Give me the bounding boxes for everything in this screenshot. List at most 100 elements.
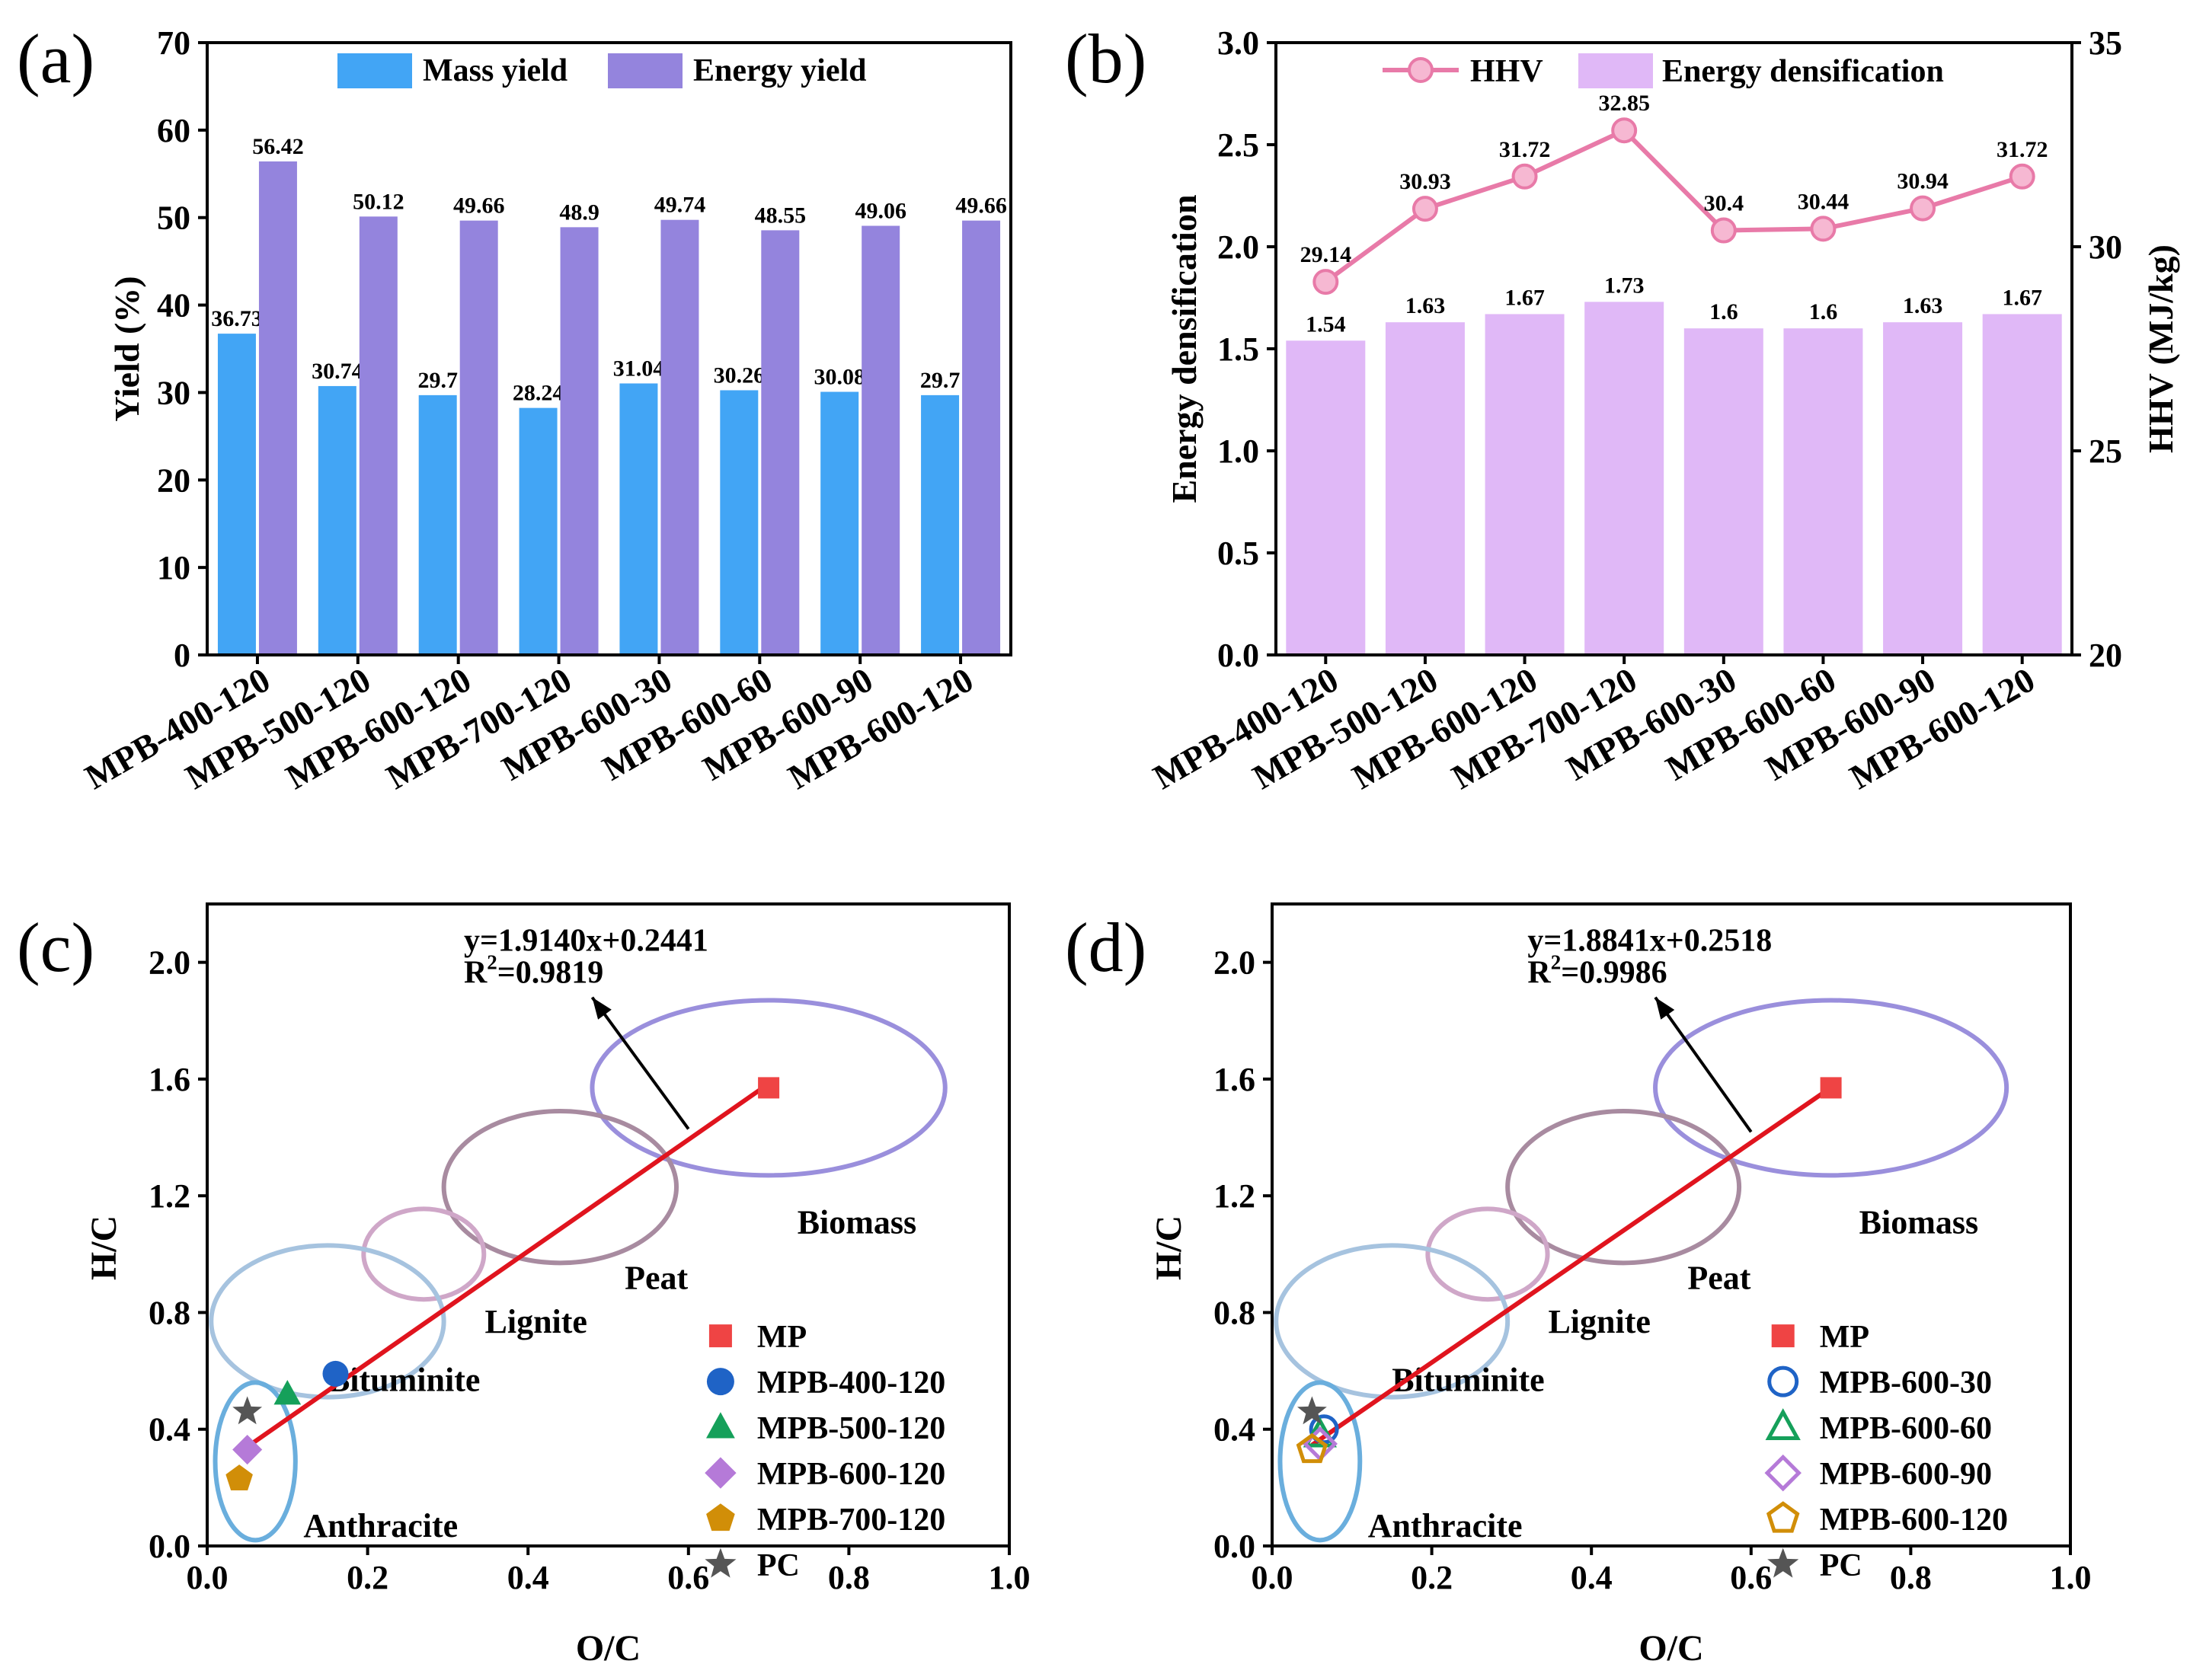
ytick-label-a-4: 40 (157, 287, 190, 324)
panel-label-a: (a) (17, 20, 94, 97)
ytick-left-label-b-4: 2.0 (1217, 228, 1259, 266)
ytick-label-a-7: 70 (157, 24, 190, 62)
ytick-label-a-1: 10 (157, 549, 190, 586)
bar-energy-yield-2 (459, 220, 498, 656)
hhv-label-0: 29.14 (1300, 242, 1352, 267)
bar-energy-yield-0 (258, 161, 297, 655)
ytick-right-label-b-1: 25 (2089, 433, 2122, 470)
label-mass-yield-2: 29.7 (417, 368, 458, 393)
region-ellipse-peat (441, 1109, 679, 1266)
region-ellipse-bituminite (1274, 1243, 1511, 1400)
panel-label-c: (c) (17, 909, 94, 986)
fit-equation-c: y=1.9140x+0.2441 (464, 923, 708, 958)
region-ellipse-anthracite (213, 1380, 298, 1543)
label-energy-densification-1: 1.63 (1405, 293, 1446, 318)
hhv-label-3: 32.85 (1598, 91, 1650, 116)
ytick-label-c-0: 0.0 (149, 1528, 190, 1565)
panel-b: (b) 1.54 1.63 1.67 1.73 1.6 1.6 1.63 1.67 29.14 30… (1065, 20, 2180, 797)
point-mpb-700-120-c (225, 1464, 253, 1490)
bar-energy-densification-1 (1385, 322, 1465, 655)
annotation-arrowhead-c (592, 997, 612, 1020)
legend-marker-pc-c (705, 1547, 737, 1578)
ytick-label-c-4: 1.6 (149, 1061, 190, 1098)
ytick-label-d-0: 0.0 (1213, 1528, 1255, 1565)
fit-r2-c: R2=0.9819 (464, 950, 603, 990)
legend-label-hhv: HHV (1470, 54, 1543, 89)
hhv-point-1 (1412, 196, 1438, 222)
point-mpb-500-120-c (273, 1380, 302, 1405)
point-mpb-600-120-c (232, 1435, 263, 1465)
label-mass-yield-3: 28.24 (513, 381, 564, 406)
bar-energy-yield-4 (660, 219, 699, 655)
label-energy-yield-5: 48.55 (755, 203, 807, 228)
annotation-arrowhead-d (1655, 997, 1675, 1020)
bar-mass-yield-0 (217, 334, 256, 655)
label-mass-yield-7: 29.7 (920, 368, 961, 393)
region-label-lignite: Lignite (1548, 1303, 1650, 1340)
label-energy-yield-0: 56.42 (252, 134, 304, 159)
panel-label-d: (d) (1065, 909, 1146, 986)
fit-equation-d: y=1.8841x+0.2518 (1527, 923, 1772, 958)
ytick-label-c-5: 2.0 (149, 944, 190, 982)
bar-energy-densification-0 (1286, 340, 1366, 655)
bar-mass-yield-2 (418, 394, 457, 655)
region-ellipse-bituminite (209, 1243, 446, 1400)
label-energy-densification-7: 1.67 (2002, 285, 2042, 310)
legend-marker-mpb-700-120-c (706, 1503, 735, 1531)
label-mass-yield-1: 30.74 (312, 359, 363, 384)
ytick-label-a-3: 30 (157, 374, 190, 411)
hhv-point-3 (1611, 117, 1638, 144)
hhv-label-6: 30.94 (1897, 169, 1949, 194)
region-ellipse-lignite (361, 1206, 487, 1302)
ytick-label-a-2: 20 (157, 462, 190, 499)
legend-label-mp-c: MP (757, 1320, 807, 1355)
ytick-label-c-2: 0.8 (149, 1294, 190, 1331)
ytick-left-label-b-2: 1.0 (1217, 433, 1259, 470)
bar-mass-yield-3 (519, 407, 558, 655)
axes-frame-d (1271, 902, 2072, 1547)
region-label-peat: Peat (625, 1259, 688, 1296)
annotation-arrow-d (1654, 996, 1753, 1133)
axes-frame-a (206, 41, 1012, 656)
legend-label-energy-yield: Energy yield (693, 53, 867, 88)
label-energy-yield-3: 48.9 (559, 200, 599, 225)
region-ellipse-anthracite (1277, 1380, 1363, 1543)
xtick-label-c-0: 0.0 (187, 1559, 229, 1596)
label-energy-yield-6: 49.06 (855, 199, 906, 224)
label-energy-yield-2: 49.66 (453, 193, 505, 219)
label-energy-densification-3: 1.73 (1604, 273, 1645, 298)
ytick-left-label-b-0: 0.0 (1217, 637, 1259, 674)
region-label-bituminite: Bituminite (328, 1362, 480, 1399)
xlabel-d: O/C (1639, 1628, 1703, 1669)
legend-label-pc-d: PC (1820, 1548, 1862, 1583)
axes-frame-c (206, 902, 1011, 1547)
ytick-label-d-2: 0.8 (1213, 1294, 1255, 1331)
region-ellipse-biomass (1653, 998, 2009, 1178)
hhv-label-7: 31.72 (1997, 137, 2048, 162)
legend-marker-mpb-600-60-d (1765, 1408, 1801, 1441)
point-pc-c (232, 1396, 263, 1425)
ytick-left-label-b-3: 1.5 (1217, 331, 1259, 368)
hhv-label-1: 30.93 (1399, 169, 1451, 194)
bar-energy-densification-4 (1683, 328, 1763, 655)
legend-marker-mpb-500-120-c (706, 1412, 735, 1439)
legend-marker-mpb-600-120-d (1766, 1501, 1800, 1533)
label-mass-yield-4: 31.04 (613, 356, 665, 381)
label-energy-densification-4: 1.6 (1709, 299, 1738, 324)
legend-label-pc-c: PC (757, 1548, 800, 1583)
xtick-label-d-2: 0.4 (1571, 1559, 1613, 1596)
legend-marker-mp-d (1771, 1324, 1795, 1348)
legend-label-mpb-600-120-c: MPB-600-120 (757, 1457, 945, 1492)
point-mp-d (1820, 1077, 1842, 1099)
legend-label-mpb-600-90-d: MPB-600-90 (1820, 1457, 1992, 1492)
legend-label-mpb-600-60-d: MPB-600-60 (1820, 1411, 1992, 1446)
ytick-left-label-b-1: 0.5 (1217, 535, 1259, 572)
hhv-point-5 (1810, 216, 1837, 242)
ylabel-a: Yield (%) (107, 276, 146, 421)
ytick-right-label-b-0: 20 (2089, 637, 2122, 674)
ytick-label-c-1: 0.4 (149, 1411, 190, 1448)
region-ellipse-lignite (1425, 1206, 1550, 1302)
label-energy-yield-7: 49.66 (955, 193, 1007, 219)
